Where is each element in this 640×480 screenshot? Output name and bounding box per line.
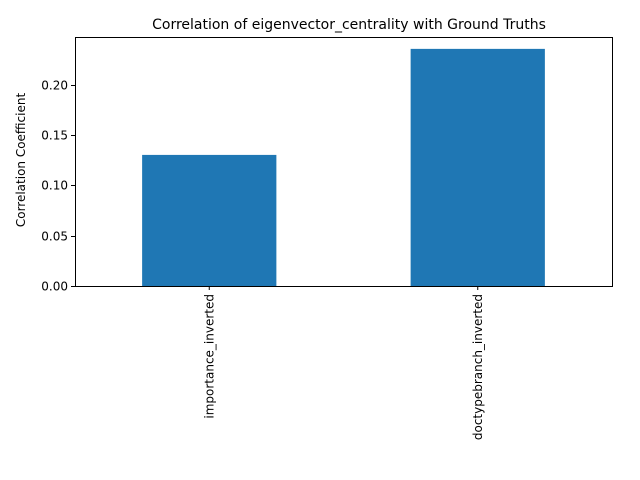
plot-area-frame — [75, 37, 613, 287]
bars-group — [142, 48, 545, 286]
y-tick-label-0.00: 0.00 — [41, 280, 68, 294]
bar-importance_inverted — [142, 154, 277, 286]
bar-doctypebranch_inverted — [410, 48, 545, 286]
y-tick-label-0.05: 0.05 — [41, 230, 68, 244]
x-tick-label-importance_inverted: importance_inverted — [202, 294, 216, 419]
y-tick-label-0.10: 0.10 — [41, 179, 68, 193]
x-tick-label-doctypebranch_inverted: doctypebranch_inverted — [471, 294, 485, 440]
y-tick-label-0.15: 0.15 — [41, 129, 68, 143]
y-tick-label-0.20: 0.20 — [41, 79, 68, 93]
y-axis-label: Correlation Coefficient — [14, 93, 28, 228]
x-axis: importance_inverted doctypebranch_inverte… — [202, 286, 485, 440]
chart-title: Correlation of eigenvector_centrality wi… — [152, 17, 546, 33]
y-axis: 0.00 0.05 0.10 0.15 0.20 — [41, 79, 75, 294]
